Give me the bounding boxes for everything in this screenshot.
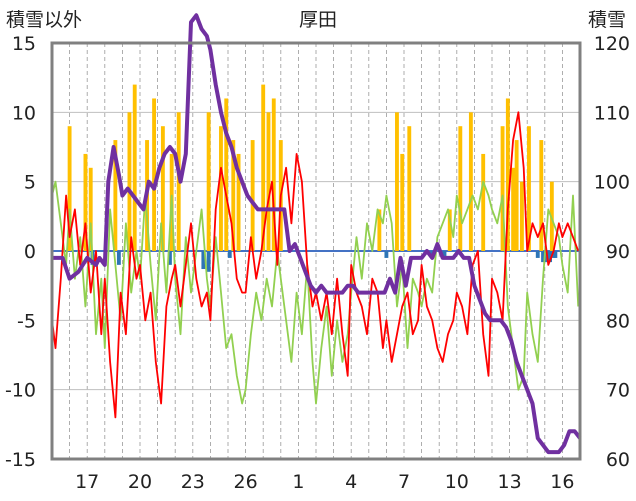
left-tick-label: 10 [12,102,36,124]
snowfall-bar [514,140,519,251]
snowfall-bar [206,112,211,251]
snowfall-bar [505,98,510,251]
snowfall-bar [500,126,505,251]
snowfall-bar [400,153,405,251]
x-tick-label: 20 [128,471,152,493]
plot-frame [50,41,582,461]
snowfall-bar [407,126,412,251]
snowfall-bar [127,112,132,251]
snowfall-bar [481,153,486,251]
snowfall-bar [519,181,524,251]
snow-decrease-bar [116,251,121,265]
snowfall-bar [224,98,229,251]
x-tick-label: 13 [498,471,522,493]
x-tick-label: 16 [550,471,574,493]
snowfall-bar [511,167,516,251]
snowfall-bar [160,126,165,251]
snowfall-bar [236,153,241,251]
snowfall-bar [377,209,382,251]
snow-decrease-bar [553,251,558,258]
snowfall-bar [527,126,531,251]
snowfall-bar [152,98,157,251]
x-tick-label: 1 [292,471,304,493]
snow-decrease-bar [442,251,447,258]
left-tick-label: 0 [24,241,36,263]
snowfall-bar [113,140,118,251]
right-y-axis-ticks: 120 110 100 90 80 70 60 [594,33,630,471]
x-tick-label: 26 [234,471,258,493]
snow-decrease-bar [206,251,211,272]
right-tick-label: 110 [594,102,630,124]
line-series [51,13,582,455]
snowfall-bar [250,140,255,251]
left-axis-label: 積雪以外 [6,9,82,31]
right-tick-label: 90 [606,241,630,263]
x-tick-label: 4 [345,471,357,493]
x-tick-label: 10 [445,471,469,493]
left-tick-label: 5 [24,172,36,194]
snowfall-bar [88,167,93,251]
left-tick-label: -10 [5,380,36,402]
right-tick-label: 100 [594,172,630,194]
snowfall-bar [219,126,223,251]
x-tick-label: 17 [75,471,99,493]
snowfall-bar [395,112,399,251]
right-tick-label: 120 [594,33,630,55]
snow-decrease-bar [384,251,389,258]
snowfall-bar [458,126,463,251]
right-tick-label: 60 [606,449,630,471]
snow-decrease-bar [535,251,540,258]
snowfall-bar [83,153,88,251]
snowfall-bar [468,112,473,251]
snowfall-bar [266,112,271,251]
snowfall-bar [271,98,276,251]
snowfall-bar [231,140,236,251]
x-tick-label: 23 [181,471,205,493]
left-tick-label: -15 [5,449,36,471]
right-axis-label: 積雪 [588,9,626,31]
snow-decrease-bar [227,251,232,258]
snow-depth-line [52,13,582,455]
x-axis-ticks: 17 20 23 26 1 4 7 10 13 16 [75,471,574,493]
left-y-axis-ticks: 15 10 5 0 -5 -10 -15 [5,33,36,471]
snowfall-bar [447,209,452,251]
chart-title: 厚田 [299,9,337,31]
snowfall-bar [261,84,266,251]
snowfall-bar [67,126,72,251]
snow-decrease-bar [167,251,172,265]
bar-series [67,84,558,272]
snow-decrease-bar [548,251,553,263]
snowfall-bar [539,140,544,251]
left-tick-label: -5 [17,310,36,332]
x-tick-label: 7 [398,471,410,493]
left-tick-label: 15 [12,33,36,55]
temperature-line [51,111,580,419]
snowfall-bar [132,84,137,251]
snow-decrease-bar [201,251,206,270]
right-tick-label: 70 [606,380,630,402]
right-tick-label: 80 [606,310,630,332]
wind-line [51,180,580,405]
